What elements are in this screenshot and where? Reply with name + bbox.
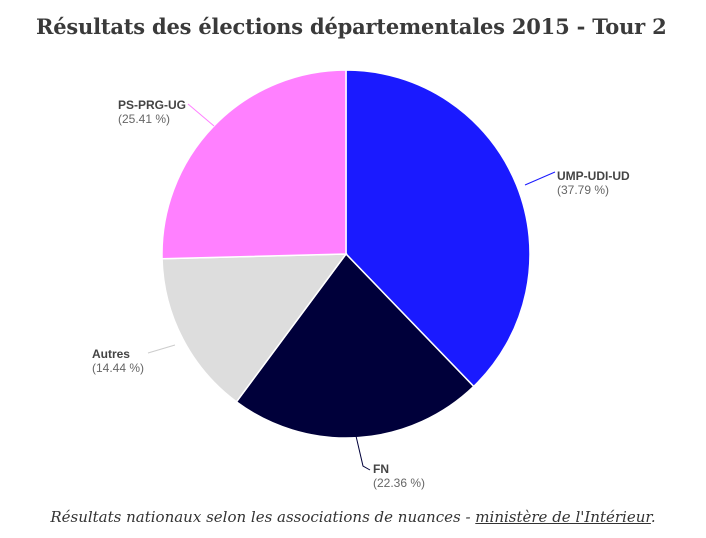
caption-end: . <box>650 508 656 526</box>
pie-slice-ps-prg-ug[interactable] <box>161 69 347 260</box>
chart-caption: Résultats nationaux selon les associatio… <box>0 508 706 526</box>
pie-slice-fn[interactable] <box>235 252 475 439</box>
slice-percent-fn: (22.36 %) <box>373 476 425 490</box>
slice-label-autres: Autres <box>92 347 130 361</box>
leader-line-ump-udi-ud <box>524 171 556 186</box>
slice-label-fn: FN <box>373 462 389 476</box>
leader-line-ps-prg-ug <box>187 103 215 127</box>
pie-slice-autres[interactable] <box>161 253 348 403</box>
slice-percent-ump-udi-ud: (37.79 %) <box>557 183 609 197</box>
slice-percent-autres: (14.44 %) <box>92 361 144 375</box>
slice-percent-ps-prg-ug: (25.41 %) <box>118 112 170 126</box>
pie-slice-ump-udi-ud[interactable] <box>345 69 531 388</box>
leader-line-autres <box>147 344 176 354</box>
ministere-interieur-link[interactable]: ministère de l'Intérieur <box>475 508 651 526</box>
slice-label-ps-prg-ug: PS-PRG-UG <box>118 98 186 112</box>
leader-line-fn <box>355 435 371 471</box>
caption-text: Résultats nationaux selon les associatio… <box>50 508 476 526</box>
chart-title: Résultats des élections départementales … <box>36 14 667 39</box>
slice-label-ump-udi-ud: UMP-UDI-UD <box>557 169 630 183</box>
